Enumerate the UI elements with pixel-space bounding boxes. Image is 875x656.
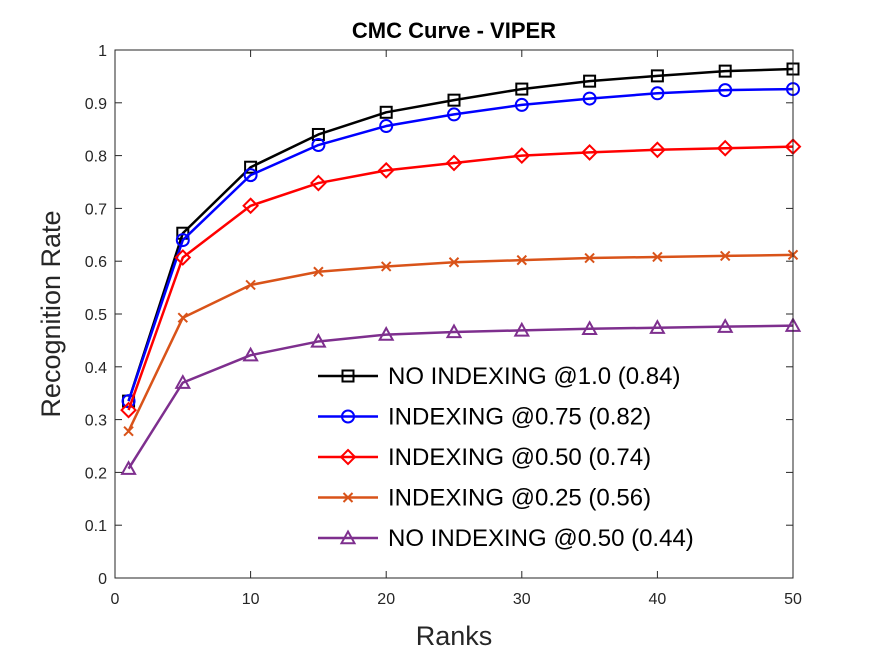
y-tick-label: 0.6 (85, 254, 107, 271)
data-point (445, 154, 463, 172)
data-point (313, 266, 324, 277)
data-point (718, 83, 733, 98)
data-point (243, 168, 258, 183)
x-axis-label: Ranks (416, 621, 493, 651)
data-point (174, 374, 191, 389)
data-point (447, 107, 461, 122)
data-point (582, 91, 597, 106)
y-tick-label: 0.1 (85, 518, 107, 535)
data-point (175, 233, 190, 248)
data-point (447, 93, 461, 107)
series-4 (123, 249, 799, 437)
x-tick-label: 30 (513, 591, 531, 608)
x-tick-label: 50 (784, 591, 802, 608)
legend-label: INDEXING @0.50 (0.74) (388, 444, 651, 471)
data-point (177, 312, 189, 323)
series-line (127, 324, 794, 470)
data-point (719, 250, 731, 262)
data-point (516, 254, 528, 266)
data-point (377, 161, 395, 179)
y-tick-label: 0.7 (85, 201, 107, 218)
data-point (242, 197, 260, 215)
y-tick-label: 0.8 (85, 149, 107, 166)
data-point (513, 321, 530, 337)
data-point (311, 138, 326, 153)
data-point (120, 401, 137, 419)
legend-entry: INDEXING @0.50 (0.74) (318, 444, 651, 471)
legend-swatch-marker (339, 529, 357, 545)
data-point (379, 119, 394, 134)
legend-label: NO INDEXING @1.0 (0.84) (388, 363, 680, 390)
legend-entry: INDEXING @0.25 (0.56) (318, 485, 651, 512)
legend-swatch-marker (342, 492, 354, 503)
data-point (513, 147, 531, 165)
data-point (650, 69, 664, 83)
data-point (174, 249, 192, 266)
x-tick-label: 0 (111, 591, 120, 608)
y-tick-label: 0.4 (85, 360, 107, 377)
legend-entry: NO INDEXING @1.0 (0.84) (318, 363, 680, 390)
y-tick-label: 0 (98, 571, 107, 588)
data-point (123, 426, 134, 437)
data-point (584, 252, 595, 264)
legend-label: INDEXING @0.75 (0.82) (388, 404, 651, 431)
data-point (448, 257, 460, 268)
data-point (717, 318, 734, 333)
legend-swatch-marker (341, 409, 355, 424)
data-point (310, 332, 327, 348)
y-axis-label: Recognition Rate (36, 210, 66, 417)
legend: NO INDEXING @1.0 (0.84) INDEXING @0.75 (0… (318, 363, 694, 552)
x-tick-label: 40 (649, 591, 667, 608)
data-point (583, 74, 597, 88)
legend-swatch-marker (341, 369, 355, 383)
series-line (127, 145, 794, 411)
plot-area (115, 50, 793, 578)
x-tick-label: 10 (242, 591, 260, 608)
chart-title: CMC Curve - VIPER (352, 18, 556, 43)
series-5 (120, 317, 802, 475)
legend-entry: INDEXING @0.75 (0.82) (318, 404, 651, 431)
data-point (309, 174, 327, 192)
data-point (514, 97, 529, 112)
data-point (244, 160, 258, 174)
data-point (648, 141, 666, 159)
data-point (716, 139, 734, 157)
legend-label: INDEXING @0.25 (0.56) (388, 485, 651, 512)
data-point (581, 144, 599, 161)
legend-label: NO INDEXING @0.50 (0.44) (388, 525, 694, 552)
data-point (380, 261, 392, 272)
series-2 (121, 82, 800, 409)
ticks-layer: 0 10 20 30 40 50 0 0.1 0.2 0.3 0.4 0.5 0.6 0.7 0.8 0.9 1 (85, 43, 802, 608)
data-point (445, 323, 463, 339)
legend-swatch-marker (339, 448, 357, 466)
data-point (652, 251, 663, 263)
data-point (581, 320, 598, 335)
data-point (120, 460, 137, 475)
series-line (127, 67, 794, 402)
data-point (718, 64, 732, 78)
data-point (245, 279, 256, 291)
data-point (650, 86, 665, 101)
y-tick-label: 1 (98, 43, 107, 60)
y-tick-label: 0.2 (85, 465, 107, 482)
y-tick-label: 0.9 (85, 96, 107, 113)
series-line (127, 87, 794, 402)
data-point (649, 319, 666, 334)
legend-entry: NO INDEXING @0.50 (0.44) (318, 525, 694, 552)
series-layer (120, 62, 802, 475)
y-tick-label: 0.5 (85, 307, 107, 324)
data-point (378, 326, 395, 341)
data-point (515, 82, 529, 96)
x-tick-label: 20 (377, 591, 395, 608)
y-tick-label: 0.3 (85, 413, 107, 430)
data-point (379, 105, 393, 119)
data-point (242, 346, 259, 362)
